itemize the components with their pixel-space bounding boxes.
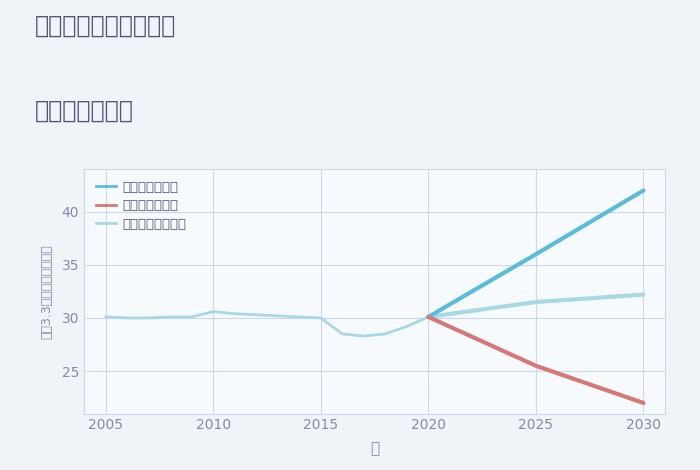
- Legend: グッドシナリオ, バッドシナリオ, ノーマルシナリオ: グッドシナリオ, バッドシナリオ, ノーマルシナリオ: [90, 176, 192, 236]
- Text: 土地の価格推移: 土地の価格推移: [35, 99, 134, 123]
- Y-axis label: 坪（3.3㎡）単価（万円）: 坪（3.3㎡）単価（万円）: [41, 244, 53, 339]
- X-axis label: 年: 年: [370, 441, 379, 456]
- Text: 愛知県碧南市本郷町の: 愛知県碧南市本郷町の: [35, 14, 176, 38]
